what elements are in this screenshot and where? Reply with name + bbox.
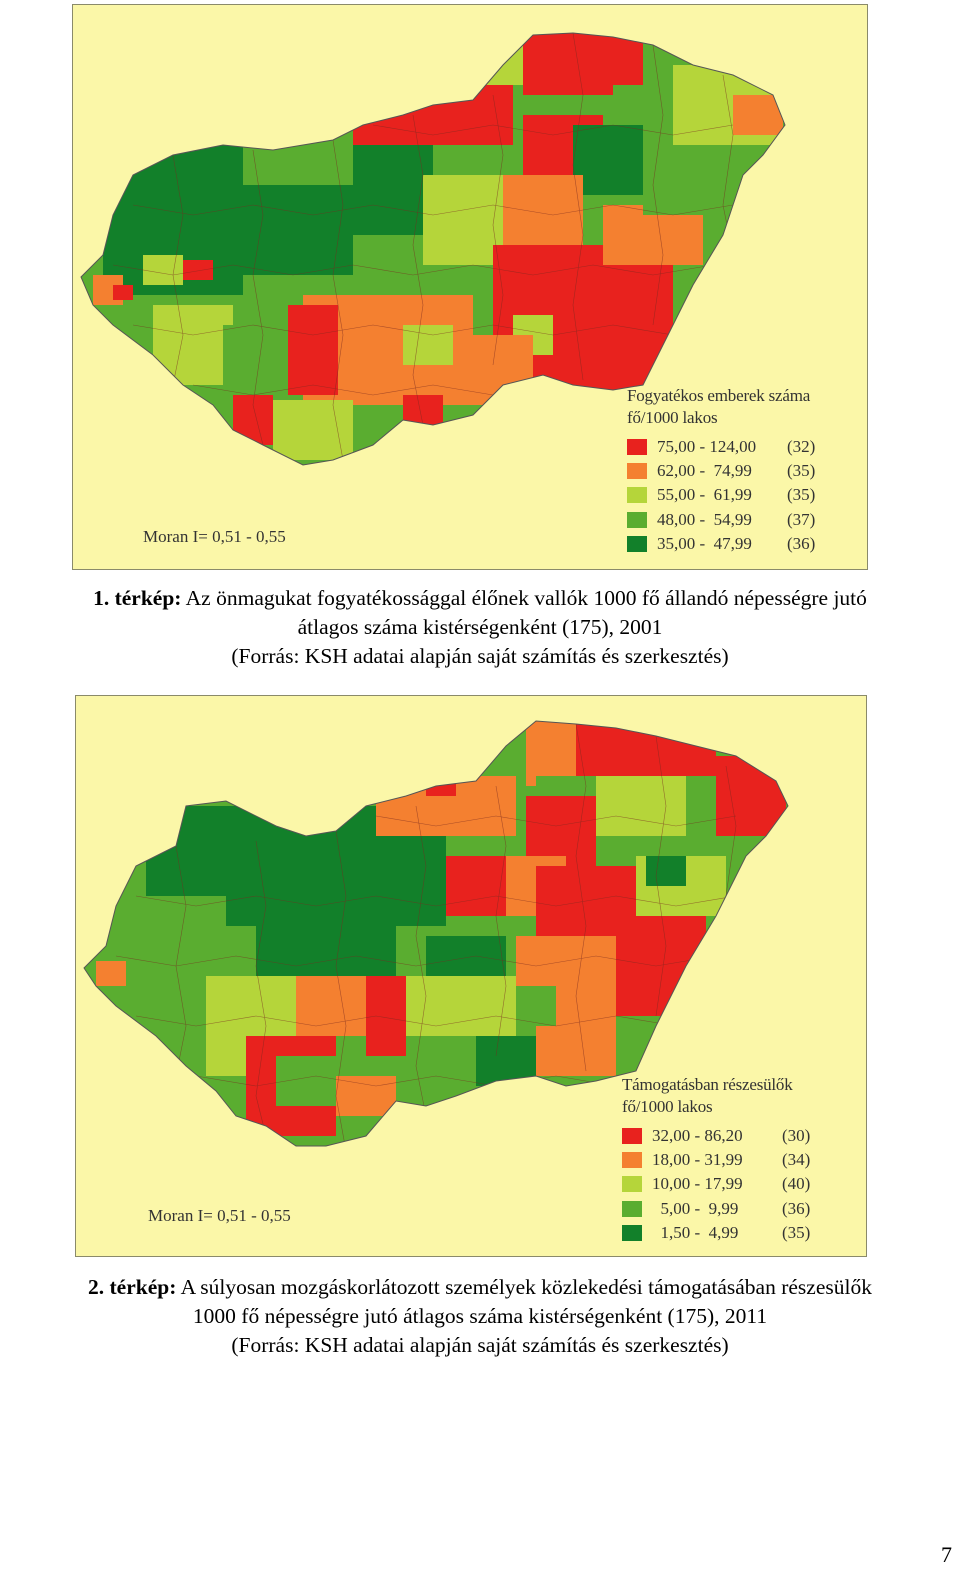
map-2-caption-line2: 1000 fő népességre jutó átlagos száma ki…	[192, 1304, 768, 1328]
map-1-legend-unit: fő/1000 lakos	[627, 408, 718, 427]
legend-range: 32,00 - 86,20	[652, 1126, 743, 1146]
legend-count: (35)	[787, 461, 816, 481]
legend-range: 75,00 - 124,00	[657, 437, 757, 457]
map-2-caption-number: 2. térkép:	[88, 1275, 177, 1299]
legend-count: (40)	[782, 1174, 811, 1194]
legend-range: 62,00 - 74,99	[657, 461, 752, 481]
map-2-legend-row: 18,00 - 31,99 (34)	[622, 1148, 810, 1172]
map-1-caption-source: (Forrás: KSH adatai alapján saját számít…	[231, 644, 729, 668]
legend-count: (35)	[782, 1222, 811, 1242]
legend-range: 1,50 - 4,99	[652, 1222, 739, 1242]
map-1-legend: Fogyatékos emberek száma fő/1000 lakos 7…	[627, 385, 815, 556]
legend-count: (30)	[782, 1126, 811, 1146]
map-1-legend-row: 62,00 - 74,99 (35)	[627, 459, 815, 483]
map-1-legend-row: 35,00 - 47,99 (36)	[627, 532, 815, 556]
legend-swatch	[627, 439, 647, 456]
legend-range: 55,00 - 61,99	[657, 485, 752, 505]
legend-swatch	[622, 1200, 642, 1217]
map-1-caption: 1. térkép: Az önmagukat fogyatékossággal…	[0, 584, 960, 671]
map-1-caption-line2: átlagos száma kistérségenként (175), 200…	[297, 615, 663, 639]
legend-count: (34)	[782, 1150, 811, 1170]
legend-count: (36)	[782, 1198, 811, 1218]
legend-swatch	[627, 535, 647, 552]
map-1-legend-row: 55,00 - 61,99 (35)	[627, 483, 815, 507]
map-2-hungary-regions	[83, 720, 789, 1147]
page-number: 7	[941, 1542, 952, 1567]
legend-swatch	[622, 1224, 642, 1241]
map-2-legend-row: 10,00 - 17,99 (40)	[622, 1172, 810, 1196]
map-2-legend-row: 5,00 - 9,99 (36)	[622, 1197, 810, 1221]
legend-count: (36)	[787, 533, 816, 553]
map-1-hungary-regions	[80, 32, 786, 466]
map-2-legend-row: 1,50 - 4,99 (35)	[622, 1221, 810, 1245]
map-2-legend-unit: fő/1000 lakos	[622, 1097, 713, 1116]
legend-swatch	[627, 487, 647, 504]
map-1-moran-index: Moran I= 0,51 - 0,55	[143, 527, 286, 546]
map-2-frame: Támogatásban részesülők fő/1000 lakos 32…	[75, 695, 867, 1257]
legend-swatch	[627, 511, 647, 528]
map-1-caption-number: 1. térkép:	[93, 586, 182, 610]
legend-range: 10,00 - 17,99	[652, 1174, 743, 1194]
legend-count: (35)	[787, 485, 816, 505]
legend-range: 5,00 - 9,99	[652, 1198, 739, 1218]
legend-swatch	[622, 1152, 642, 1169]
map-1-legend-row: 48,00 - 54,99 (37)	[627, 508, 815, 532]
map-1-frame: Fogyatékos emberek száma fő/1000 lakos 7…	[72, 4, 868, 570]
legend-swatch	[627, 463, 647, 480]
map-1-caption-line1: Az önmagukat fogyatékossággal élőnek val…	[185, 586, 867, 610]
map-2-caption: 2. térkép: A súlyosan mozgáskorlátozott …	[0, 1273, 960, 1360]
legend-count: (32)	[787, 437, 816, 457]
map-2-moran-index: Moran I= 0,51 - 0,55	[148, 1206, 291, 1225]
map-1-legend-title: Fogyatékos emberek száma	[627, 386, 811, 405]
legend-swatch	[622, 1176, 642, 1193]
legend-range: 18,00 - 31,99	[652, 1150, 743, 1170]
map-2-caption-line1: A súlyosan mozgáskorlátozott személyek k…	[180, 1275, 872, 1299]
map-1-legend-row: 75,00 - 124,00 (32)	[627, 435, 815, 459]
legend-count: (37)	[787, 509, 816, 529]
legend-swatch	[622, 1128, 642, 1145]
legend-range: 48,00 - 54,99	[657, 509, 752, 529]
map-2-legend: Támogatásban részesülők fő/1000 lakos 32…	[622, 1074, 810, 1245]
map-2-legend-row: 32,00 - 86,20 (30)	[622, 1124, 810, 1148]
map-2-legend-title: Támogatásban részesülők	[622, 1075, 793, 1094]
map-2-caption-source: (Forrás: KSH adatai alapján saját számít…	[231, 1333, 729, 1357]
legend-range: 35,00 - 47,99	[657, 533, 752, 553]
